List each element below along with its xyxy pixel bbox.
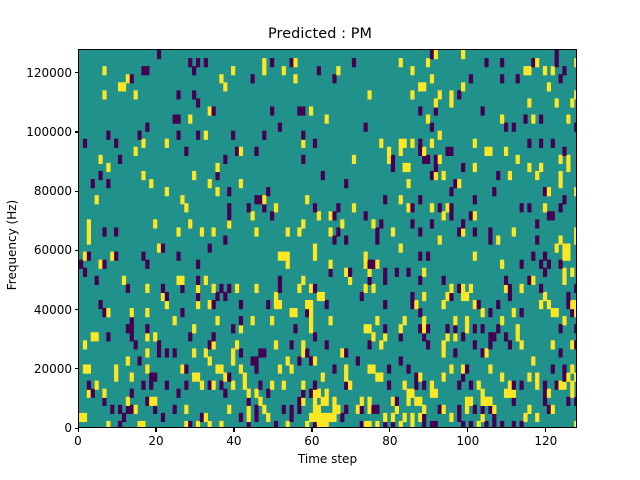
- x-tick-label: 100: [456, 434, 480, 448]
- chart-title: Predicted : PM: [267, 26, 373, 42]
- heatmap-axes: [78, 49, 577, 428]
- y-tick-mark: [74, 190, 78, 192]
- heatmap-grid: [79, 50, 576, 427]
- x-tick-label: 80: [382, 434, 398, 448]
- y-tick-label: 120000: [26, 65, 72, 80]
- y-tick-label: 100000: [26, 124, 72, 139]
- y-tick-mark: [74, 249, 78, 251]
- x-tick-mark: [77, 428, 79, 432]
- x-tick-mark: [389, 428, 391, 432]
- y-tick-label: 80000: [33, 184, 72, 199]
- x-tick-mark: [233, 428, 235, 432]
- x-tick-mark: [155, 428, 157, 432]
- x-tick-label: 40: [226, 434, 242, 448]
- x-tick-label: 120: [534, 434, 558, 448]
- x-tick-label: 20: [148, 434, 164, 448]
- y-tick-mark: [74, 427, 78, 429]
- y-tick-label: 0: [64, 421, 72, 435]
- y-tick-label: 40000: [33, 302, 72, 317]
- x-axis-label: Time step: [297, 452, 358, 466]
- y-axis-label: Frequency (Hz): [5, 199, 19, 291]
- y-tick-mark: [74, 72, 78, 74]
- y-tick-label: 60000: [33, 243, 72, 258]
- y-tick-mark: [74, 309, 78, 311]
- x-tick-label: 0: [74, 434, 82, 448]
- x-tick-mark: [311, 428, 313, 432]
- y-tick-label: 20000: [33, 361, 72, 376]
- y-tick-mark: [74, 131, 78, 133]
- y-tick-mark: [74, 368, 78, 370]
- x-tick-mark: [545, 428, 547, 432]
- x-tick-mark: [467, 428, 469, 432]
- x-tick-label: 60: [304, 434, 320, 448]
